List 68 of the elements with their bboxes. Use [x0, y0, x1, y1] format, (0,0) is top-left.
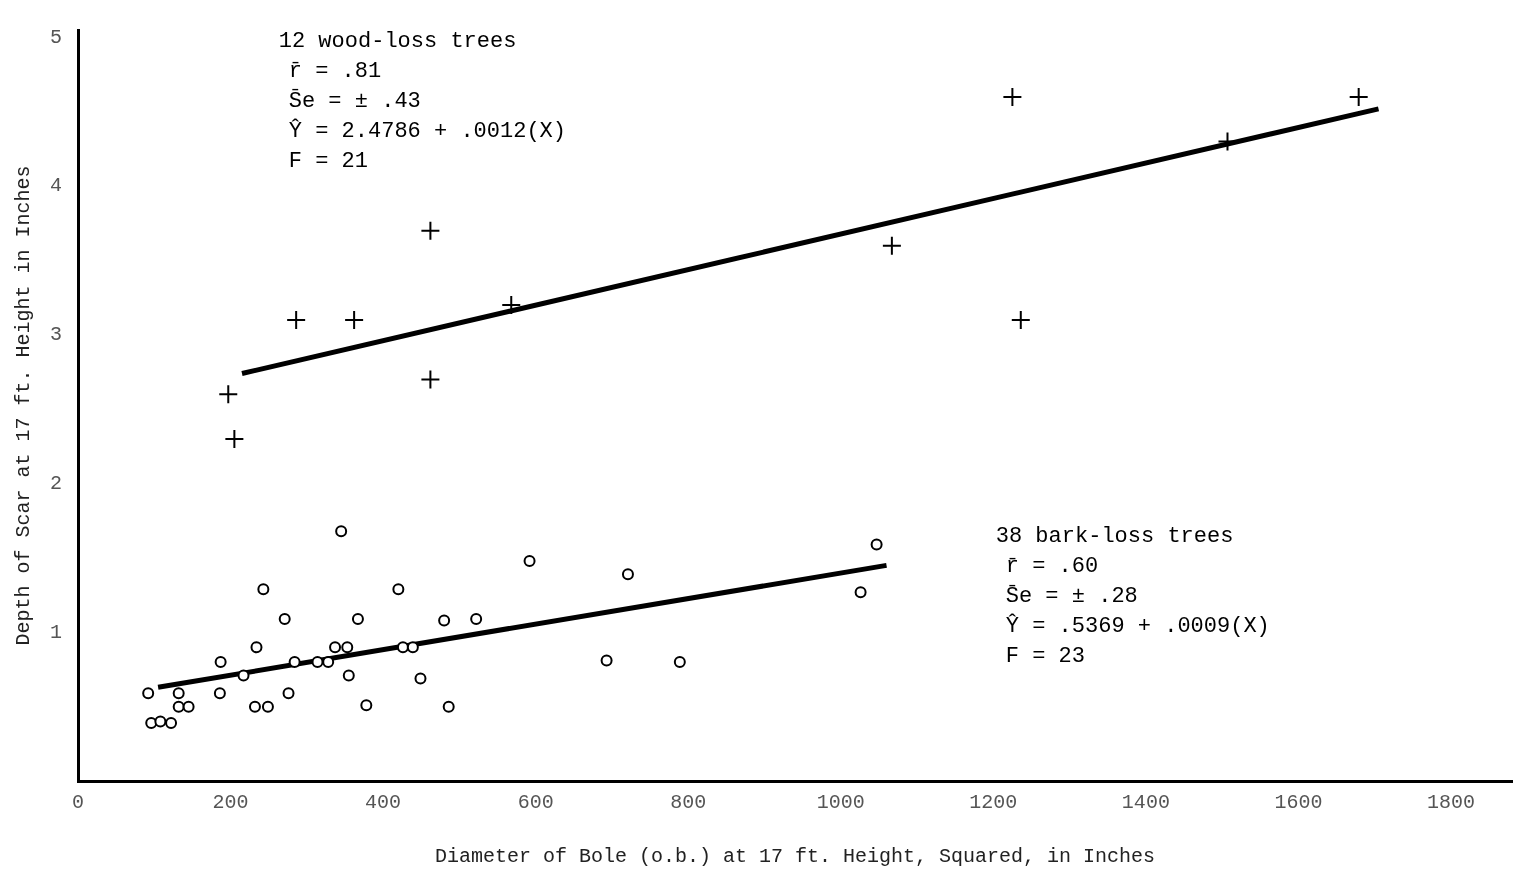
point [329, 641, 342, 654]
point [218, 384, 239, 405]
point [1002, 86, 1023, 107]
point [257, 583, 270, 596]
point [322, 656, 335, 669]
y-tick-label: 3 [49, 323, 62, 347]
y-axis-title: Depth of Scar at 17 ft. Height in Inches [12, 165, 36, 646]
y-tick-label: 5 [49, 25, 62, 49]
x-axis-title: Diameter of Bole (o.b.) at 17 ft. Height, Squared, in Inches [434, 845, 1156, 869]
point [523, 554, 536, 567]
point [286, 309, 307, 330]
x-tick-label: 400 [365, 791, 402, 815]
point [335, 525, 348, 538]
x-tick-label: 600 [517, 791, 554, 815]
x-tick-label: 0 [71, 791, 85, 815]
point [248, 700, 261, 713]
point [414, 672, 427, 685]
x-tick-label: 800 [670, 791, 707, 815]
x-tick-label: 1200 [969, 791, 1018, 815]
point [673, 656, 686, 669]
point [396, 641, 409, 654]
annotation: 12 wood-loss trees r̄ = .81 S̄e = ± .43 Ŷ = 2.4786 + .0012(X) F = 21 [278, 28, 567, 174]
point [250, 641, 263, 654]
point [420, 369, 441, 390]
point [420, 220, 441, 241]
point [341, 641, 354, 654]
y-tick-label: 2 [49, 471, 62, 495]
point [501, 295, 522, 316]
point [344, 309, 365, 330]
point [392, 583, 405, 596]
point [621, 568, 634, 581]
y-tick-label: 1 [49, 620, 62, 644]
point [870, 538, 883, 551]
x-tick-label: 1400 [1121, 791, 1170, 815]
point [360, 699, 373, 712]
x-tick-label: 200 [212, 791, 249, 815]
point [237, 669, 250, 682]
point [278, 612, 291, 625]
point [142, 687, 155, 700]
point [311, 656, 324, 669]
point [600, 654, 613, 667]
point [145, 717, 158, 729]
point [261, 700, 274, 713]
point [438, 614, 451, 627]
x-tick-label: 1800 [1426, 791, 1475, 815]
annotation: 38 bark-loss trees r̄ = .60 S̄e = ± .28 Ŷ = .5369 + .0009(X) F = 23 [995, 524, 1270, 670]
point [406, 641, 419, 654]
point [854, 586, 867, 599]
point [881, 235, 902, 256]
point [172, 700, 185, 713]
point [470, 612, 483, 625]
point [213, 687, 226, 700]
x-tick-label: 1600 [1274, 791, 1323, 815]
point [172, 687, 185, 700]
point [1348, 86, 1369, 107]
point [342, 669, 355, 682]
y-tick-label: 4 [49, 174, 62, 198]
point [154, 715, 167, 728]
point [224, 428, 245, 449]
point [442, 700, 455, 713]
point [351, 612, 364, 625]
point [282, 687, 295, 700]
x-tick-label: 1000 [816, 791, 865, 815]
point [288, 656, 301, 669]
point [182, 700, 195, 713]
point [214, 656, 227, 669]
point [165, 717, 178, 729]
point [1010, 309, 1031, 330]
